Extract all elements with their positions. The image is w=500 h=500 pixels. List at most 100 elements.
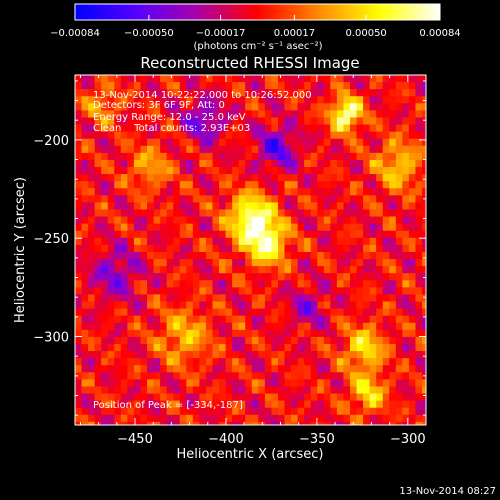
heatmap-cell <box>304 75 312 83</box>
heatmap-cell <box>317 386 325 395</box>
heatmap-cell <box>284 266 292 274</box>
heatmap-cell <box>336 273 345 281</box>
heatmap-cell <box>133 124 142 133</box>
heatmap-cell <box>415 259 423 267</box>
heatmap-cell <box>336 195 345 204</box>
heatmap-cell <box>107 372 115 380</box>
heatmap-cell <box>363 273 371 281</box>
heatmap-cell <box>94 400 102 409</box>
heatmap-cell <box>114 96 122 104</box>
heatmap-cell <box>323 315 331 324</box>
heatmap-cell <box>219 251 227 260</box>
heatmap-cell <box>291 96 299 104</box>
heatmap-cell <box>389 386 397 395</box>
heatmap-cell <box>258 315 266 324</box>
heatmap-cell <box>330 152 338 161</box>
heatmap-cell <box>199 181 207 189</box>
heatmap-cell <box>192 145 200 154</box>
heatmap-cell <box>422 407 426 416</box>
heatmap-cell <box>395 421 403 425</box>
heatmap-cell <box>422 181 426 189</box>
heatmap-cell <box>107 124 115 133</box>
heatmap-cell <box>173 266 181 274</box>
heatmap-cell <box>330 287 338 296</box>
heatmap-cell <box>271 421 279 425</box>
heatmap-cell <box>225 216 233 225</box>
heatmap-cell <box>376 216 384 225</box>
heatmap-cell <box>323 159 331 168</box>
heatmap-cell <box>343 386 351 395</box>
heatmap-cell <box>251 75 259 83</box>
heatmap-cell <box>160 266 168 274</box>
heatmap-cell <box>310 216 318 225</box>
heatmap-cell <box>258 372 266 380</box>
heatmap-cell <box>317 216 325 225</box>
heatmap-cell <box>277 103 286 111</box>
heatmap-cell <box>75 174 83 182</box>
heatmap-cell <box>356 294 364 303</box>
heatmap-cell <box>127 82 135 90</box>
heatmap-cell <box>376 188 384 196</box>
heatmap-cell <box>356 216 364 225</box>
heatmap-cell <box>75 343 83 352</box>
heatmap-cell <box>408 96 417 104</box>
heatmap-cell <box>120 336 128 345</box>
heatmap-cell <box>238 393 246 402</box>
heatmap-cell <box>140 117 148 126</box>
heatmap-cell <box>238 138 246 147</box>
heatmap-cell <box>225 280 233 288</box>
heatmap-cell <box>297 75 305 83</box>
heatmap-cell <box>284 96 292 104</box>
heatmap-cell <box>75 230 83 239</box>
heatmap-cell <box>317 287 325 296</box>
heatmap-cell <box>356 414 364 423</box>
heatmap-cell <box>349 223 358 232</box>
heatmap-cell <box>205 372 214 380</box>
heatmap-cell <box>382 89 390 97</box>
heatmap-cell <box>245 244 253 253</box>
heatmap-cell <box>343 273 351 281</box>
heatmap-cell <box>429 103 436 111</box>
heatmap-cell <box>422 145 426 154</box>
heatmap-cell <box>127 421 135 425</box>
heatmap-cell <box>205 138 214 147</box>
heatmap-cell <box>336 301 345 310</box>
heatmap-cell <box>160 329 168 338</box>
heatmap-cell <box>284 223 292 232</box>
heatmap-cell <box>245 429 252 437</box>
heatmap-cell <box>363 152 371 161</box>
heatmap-cell <box>238 294 246 303</box>
heatmap-cell <box>251 223 259 232</box>
heatmap-cell <box>199 96 207 104</box>
heatmap-cell <box>415 273 423 281</box>
heatmap-cell <box>284 159 292 168</box>
heatmap-cell <box>153 301 161 310</box>
heatmap-cell <box>107 407 115 416</box>
heatmap-cell <box>251 131 259 140</box>
heatmap-cell <box>343 202 351 211</box>
heatmap-cell <box>75 117 83 126</box>
heatmap-cell <box>75 322 83 331</box>
heatmap-cell <box>94 407 102 416</box>
heatmap-cell <box>349 386 358 395</box>
heatmap-cell <box>363 188 371 196</box>
heatmap-cell <box>415 287 423 296</box>
heatmap-cell <box>402 188 410 196</box>
heatmap-cell <box>75 202 83 211</box>
heatmap-cell <box>382 152 390 161</box>
heatmap-cell <box>408 89 417 97</box>
heatmap-cell <box>330 372 338 380</box>
heatmap-cell <box>415 351 423 359</box>
heatmap-cell <box>179 244 187 253</box>
heatmap-cell <box>101 209 109 218</box>
heatmap-cell <box>101 358 109 366</box>
heatmap-cell <box>356 259 364 267</box>
heatmap-cell <box>402 393 410 402</box>
heatmap-cell <box>395 181 403 189</box>
heatmap-cell <box>160 365 168 373</box>
heatmap-cell <box>94 322 102 331</box>
heatmap-cell <box>219 202 227 211</box>
heatmap-cell <box>186 329 194 338</box>
heatmap-cell <box>349 159 358 168</box>
heatmap-cell <box>81 379 89 388</box>
